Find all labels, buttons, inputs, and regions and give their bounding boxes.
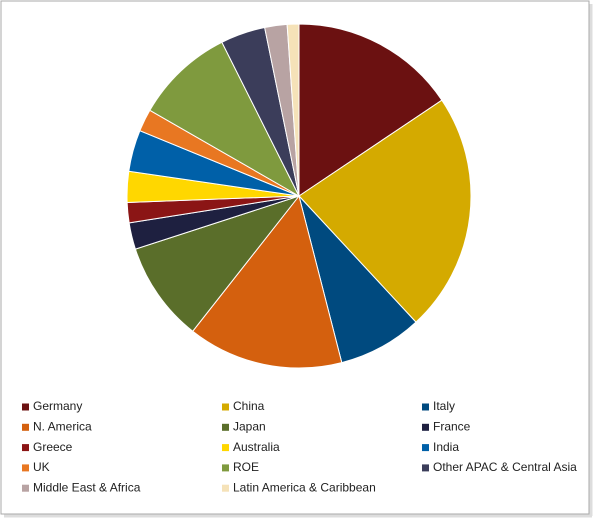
- pie-slice: [134, 195, 301, 332]
- legend-label: Japan: [233, 419, 266, 433]
- legend-label: ROE: [233, 460, 259, 474]
- legend-label: Australia: [233, 440, 280, 454]
- legend-label: China: [233, 399, 265, 413]
- legend-label: France: [433, 419, 471, 433]
- legend-label: Latin America & Caribbean: [233, 480, 376, 494]
- legend-swatch: [422, 403, 429, 411]
- legend-swatch: [222, 423, 229, 431]
- legend-swatch: [22, 403, 29, 411]
- legend-label: Other APAC & Central Asia: [433, 460, 577, 474]
- legend-swatch: [422, 464, 429, 472]
- legend-label: India: [433, 440, 459, 454]
- legend-swatch: [22, 423, 29, 431]
- legend-label: Germany: [33, 399, 82, 413]
- legend-label: Middle East & Africa: [33, 480, 141, 494]
- legend-swatch: [22, 444, 29, 452]
- pie-slice: [149, 41, 301, 198]
- pie-slice: [298, 99, 472, 323]
- legend-swatch: [222, 444, 229, 452]
- legend-swatch: [222, 403, 229, 411]
- legend-swatch: [422, 423, 429, 431]
- pie-slice: [286, 23, 300, 197]
- legend-label: UK: [33, 460, 50, 474]
- legend-swatch: [222, 464, 229, 472]
- legend-label: N. America: [33, 419, 92, 433]
- legend-swatch: [22, 484, 29, 492]
- pie-slice: [192, 194, 343, 369]
- legend-swatch: [22, 464, 29, 472]
- legend-label: Italy: [433, 399, 455, 413]
- legend-swatch: [222, 484, 229, 492]
- legend-swatch: [422, 444, 429, 452]
- pie-slice: [298, 23, 443, 197]
- legend-label: Greece: [33, 440, 73, 454]
